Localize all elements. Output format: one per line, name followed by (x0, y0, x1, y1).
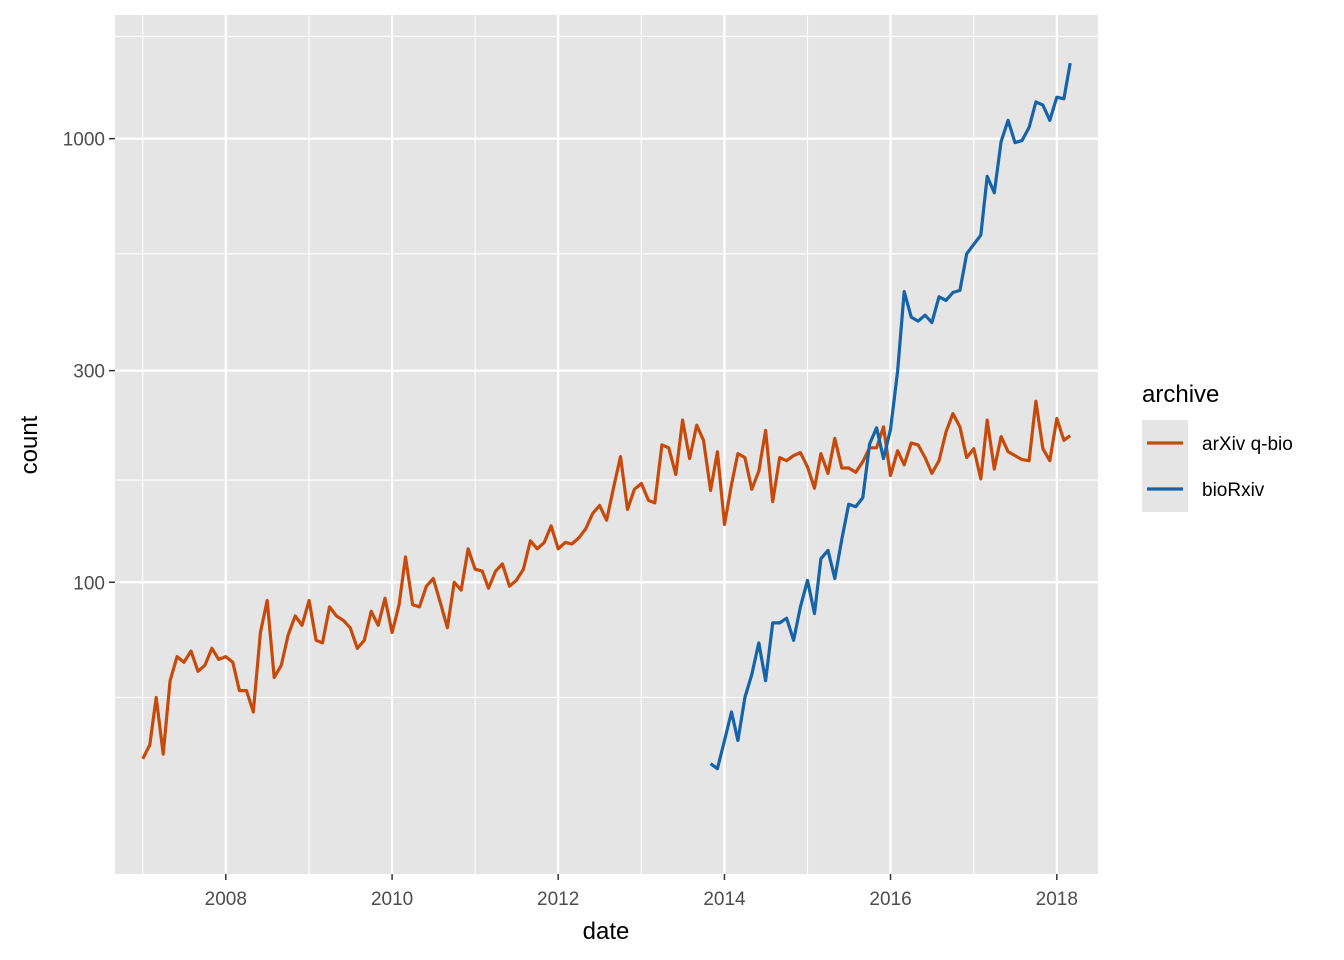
series-layer (141, 62, 1072, 771)
y-tick-label: 300 (73, 362, 105, 383)
legend: archive arXiv q-bio bioRxiv (1142, 381, 1293, 512)
x-tick-label: 2016 (869, 889, 911, 910)
y-axis: 100 300 1000 (63, 130, 115, 594)
legend-title: archive (1142, 381, 1219, 408)
x-tick-label: 2008 (205, 889, 247, 910)
x-tick-label: 2012 (537, 889, 579, 910)
panel-background (115, 15, 1098, 874)
y-tick-label: 100 (73, 573, 105, 594)
x-tick-label: 2014 (703, 889, 746, 910)
x-tick-label: 2018 (1036, 889, 1078, 910)
legend-label-biorxiv: bioRxiv (1202, 480, 1265, 501)
series-line-arxiv-q-bio (141, 399, 1072, 760)
major-gridlines (115, 15, 1098, 874)
minor-gridlines (115, 15, 1098, 874)
series-line-biorxiv (709, 62, 1072, 771)
x-axis-title: date (583, 918, 630, 945)
x-axis: 2008 2010 2012 2014 2016 2018 (205, 874, 1078, 910)
legend-label-arxiv-q-bio: arXiv q-bio (1202, 434, 1293, 455)
x-tick-label: 2010 (371, 889, 413, 910)
y-axis-title: count (16, 415, 43, 474)
y-tick-label: 1000 (63, 130, 105, 151)
